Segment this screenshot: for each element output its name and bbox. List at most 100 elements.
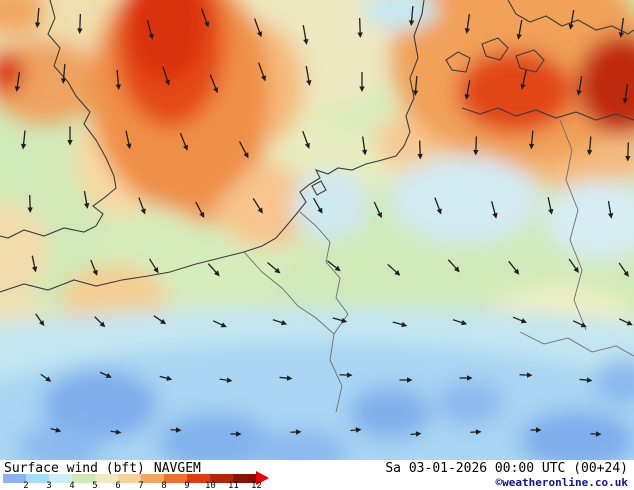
legend-tick-label: 11 <box>228 481 239 490</box>
wind-arrow-icon <box>339 372 353 378</box>
wind-arrow-icon <box>170 427 182 433</box>
map-parameter-label: Surface wind (bft) <box>4 461 145 476</box>
wind-field-blob <box>157 412 273 460</box>
wind-arrow-icon <box>153 315 167 325</box>
wind-arrow-icon <box>179 132 189 151</box>
wind-arrow-icon <box>607 201 614 219</box>
wind-arrow-icon <box>67 126 73 146</box>
wind-arrow-icon <box>572 320 587 328</box>
legend-segment <box>49 474 72 483</box>
wind-arrow-icon <box>350 427 362 433</box>
wind-arrow-icon <box>373 201 382 219</box>
wind-arrow-icon <box>459 375 473 381</box>
wind-arrow-icon <box>83 191 90 209</box>
wind-arrow-icon <box>470 429 482 435</box>
wind-field-blob <box>348 386 432 440</box>
wind-arrow-icon <box>290 429 302 435</box>
wind-arrow-icon <box>31 255 38 273</box>
wind-field-blob <box>457 50 573 134</box>
wind-arrow-icon <box>491 201 498 219</box>
wind-arrow-icon <box>34 7 41 28</box>
legend-tick-label: 5 <box>92 481 98 490</box>
wind-arrow-icon <box>387 263 401 276</box>
wind-arrow-icon <box>357 17 363 38</box>
wind-arrow-icon <box>94 316 106 328</box>
country-border <box>559 119 587 331</box>
legend-tick-label: 2 <box>23 481 29 490</box>
wind-arrow-icon <box>452 319 468 326</box>
legend-segment <box>164 474 187 483</box>
wind-arrow-icon <box>35 313 45 327</box>
wind-arrow-icon <box>528 130 535 150</box>
legend-tick-label: 7 <box>138 481 144 490</box>
wind-arrow-icon <box>110 429 122 435</box>
wind-arrow-icon <box>399 377 413 383</box>
legend-segment <box>95 474 118 483</box>
coastline-baltic <box>461 107 634 121</box>
wind-arrow-icon <box>146 20 154 40</box>
wind-arrow-icon <box>618 262 629 277</box>
wind-arrow-icon <box>530 427 542 433</box>
wind-arrow-icon <box>20 130 27 150</box>
wind-arrow-icon <box>408 5 415 26</box>
wind-field-blob <box>436 380 504 426</box>
wind-field-blob <box>0 50 25 94</box>
wind-arrow-icon <box>473 136 479 156</box>
wind-arrow-icon <box>326 260 341 272</box>
wind-arrow-icon <box>40 373 52 382</box>
wind-arrow-icon <box>547 197 554 215</box>
wind-field-blob <box>0 342 634 460</box>
wind-field-blob <box>42 369 158 441</box>
copyright-link[interactable]: ©weatheronline.co.uk <box>495 476 628 489</box>
legend-tick-label: 12 <box>251 481 262 490</box>
wind-arrow-icon <box>520 70 527 90</box>
wind-arrow-icon <box>568 10 575 30</box>
wind-arrow-icon <box>219 377 233 383</box>
wind-arrow-icon <box>464 14 471 34</box>
coastline-lake <box>311 180 327 196</box>
wind-arrow-icon <box>590 431 602 437</box>
country-border <box>519 331 634 357</box>
wind-arrow-icon <box>252 198 263 214</box>
coastline-continent <box>0 0 425 293</box>
wind-arrow-icon <box>622 84 629 104</box>
timestamp: Sa 03-01-2026 00:00 UTC (00+24) <box>385 461 628 476</box>
coastline-island <box>445 51 471 73</box>
legend-segment <box>72 474 95 483</box>
model-name: NAVGEM <box>153 461 201 476</box>
page-title: Surface wind (bft) NAVGEM <box>4 461 201 476</box>
wind-arrow-icon <box>272 319 288 326</box>
wind-arrow-icon <box>417 140 423 160</box>
wind-field-blob <box>593 359 634 405</box>
wind-field-blob <box>252 429 348 460</box>
wind-field-blob <box>0 202 48 298</box>
wind-arrow-icon <box>279 375 293 381</box>
legend-tick-label: 6 <box>115 481 121 490</box>
wind-map-canvas <box>0 0 634 460</box>
country-border <box>299 211 349 335</box>
coastline-layer <box>0 0 634 293</box>
wind-arrow-icon <box>148 258 159 274</box>
wind-arrow-icon <box>267 262 281 274</box>
legend-segment <box>210 474 233 483</box>
wind-arrow-icon <box>359 72 365 92</box>
wind-arrow-icon <box>50 427 62 433</box>
wind-arrow-icon <box>207 263 220 277</box>
wind-arrow-icon <box>412 75 419 96</box>
wind-arrow-icon <box>516 20 523 40</box>
legend-tick-label: 9 <box>184 481 190 490</box>
wind-field-blob <box>0 0 46 36</box>
wind-arrow-icon <box>209 74 219 94</box>
wind-arrow-icon <box>302 130 310 149</box>
wind-field-blob <box>545 180 634 260</box>
legend-segment <box>26 474 49 483</box>
legend-segment <box>141 474 164 483</box>
wind-field-layer <box>0 0 634 460</box>
wind-arrow-icon <box>230 431 242 437</box>
wind-field-blob <box>577 35 634 135</box>
wind-arrow-icon <box>576 76 583 96</box>
wind-arrow-icon <box>14 72 21 92</box>
legend-segment <box>233 474 256 483</box>
wind-arrow-icon <box>90 259 98 276</box>
wind-arrow-icon <box>27 194 33 213</box>
